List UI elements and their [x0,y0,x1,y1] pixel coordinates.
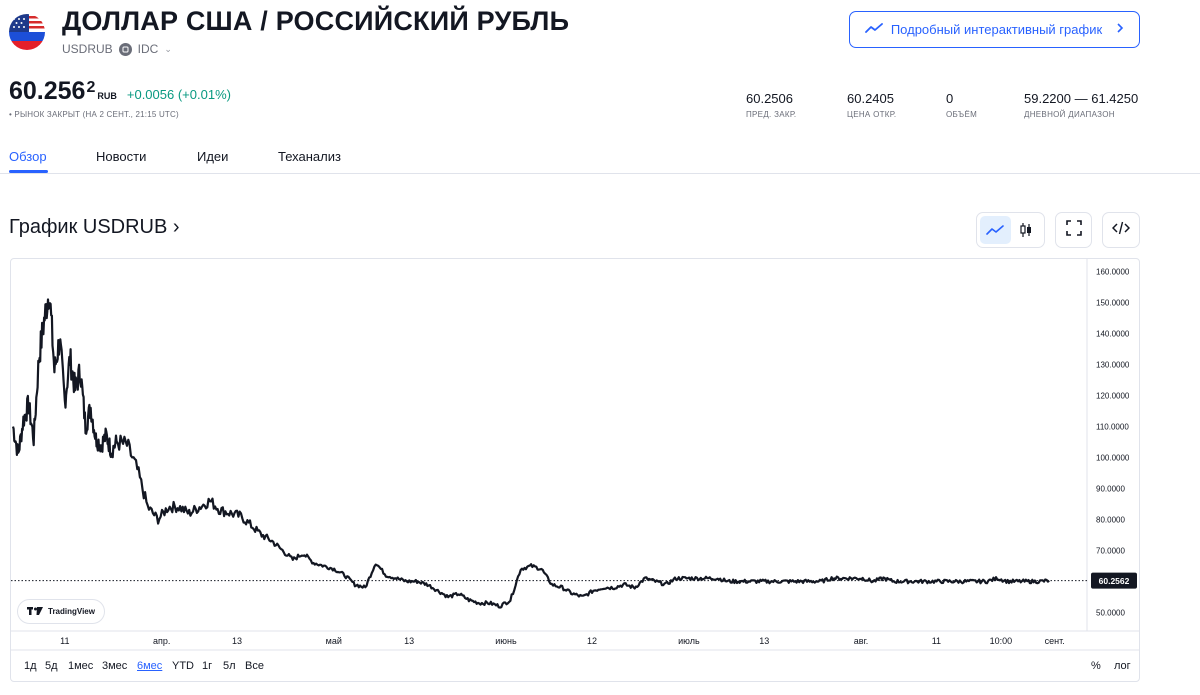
y-tick-label: 120.0000 [1096,391,1130,400]
tab-bar: Обзор Новости Идеи Теханализ [0,140,1200,174]
stat-day-range: 59.2200 — 61.4250 ДНЕВНОЙ ДИАПАЗОН [1024,91,1138,119]
x-tick-label: июль [678,636,700,646]
tab-news[interactable]: Новости [96,149,147,164]
x-tick-label: май [326,636,342,646]
y-tick-label: 80.0000 [1096,515,1125,524]
y-tick-label: 130.0000 [1096,360,1130,369]
chevron-right-icon [1116,22,1124,37]
embed-button[interactable] [1102,212,1140,248]
y-tick-label: 70.0000 [1096,546,1125,555]
stat-volume: 0 ОБЪЁМ [946,91,977,119]
chart-style-toggle [976,212,1045,248]
x-tick-label: сент. [1045,636,1065,646]
tradingview-badge[interactable]: TradingView [17,599,105,624]
symbol-line: USDRUB IDC ⌄ [62,42,172,56]
range-6m[interactable]: 6мес [137,660,163,672]
tradingview-logo-icon [27,606,43,618]
range-3m[interactable]: 3мес [102,660,128,672]
stat-value: 59.2200 — 61.4250 [1024,91,1139,106]
stat-value: 60.2506 [746,91,793,106]
embed-code-icon [1111,221,1131,240]
y-tick-label: 50.0000 [1096,608,1125,617]
price-currency: RUB [97,91,117,101]
candlestick-icon[interactable] [1011,216,1042,244]
range-ytd[interactable]: YTD [172,660,194,672]
y-tick-label: 160.0000 [1096,267,1130,276]
detailed-chart-label: Подробный интерактивный график [890,22,1103,37]
range-1y[interactable]: 1г [202,660,213,672]
x-tick-label: июнь [495,636,517,646]
x-tick-label: 12 [587,636,597,646]
price-change: +0.0056 (+0.01%) [126,87,231,102]
price-series-line [11,298,1050,609]
stat-value: 0 [946,91,954,106]
range-all[interactable]: Все [245,660,264,672]
x-tick-label: 11 [932,636,941,646]
range-5y[interactable]: 5л [223,660,236,672]
trend-line-icon [864,22,883,37]
exchange-icon [118,42,132,56]
x-tick-label: 11 [60,636,69,646]
chevron-down-icon[interactable]: ⌄ [164,43,172,54]
x-tick-label: 10:00 [990,636,1013,646]
range-1m[interactable]: 1мес [68,660,94,672]
tradingview-label: TradingView [48,607,95,616]
x-tick-label: 13 [404,636,414,646]
price-value: 60.256 [9,77,86,105]
chart-container[interactable]: 160.0000 150.0000 140.0000 130.0000 120.0000… [10,258,1140,682]
range-5d[interactable]: 5д [45,660,58,672]
tab-ideas[interactable]: Идеи [197,149,229,164]
y-tick-label: 110.0000 [1096,422,1129,431]
last-price-value: 60.2562 [1099,576,1130,586]
price-block: 60.256 2 RUB +0.0056 (+0.01%) [9,77,231,106]
stat-prev-close: 60.2506 ПРЕД. ЗАКР. [746,91,796,119]
price-last-digit: 2 [86,79,96,96]
last-price-badge: 60.2562 [1091,572,1137,589]
price-chart[interactable]: 160.0000 150.0000 140.0000 130.0000 120.0000… [11,259,1140,682]
fullscreen-icon [1065,219,1082,241]
active-tab-indicator [9,170,48,173]
detailed-chart-button[interactable]: Подробный интерактивный график [849,11,1140,48]
market-status: • РЫНОК ЗАКРЫТ (НА 2 СЕНТ., 21:15 UTC) [9,110,179,119]
stat-open: 60.2405 ЦЕНА ОТКР. [847,91,896,119]
stat-label: ОБЪЁМ [946,110,978,119]
stat-label: ДНЕВНОЙ ДИАПАЗОН [1024,110,1115,119]
x-tick-label: 13 [232,636,242,646]
stat-value: 60.2405 [847,91,894,106]
log-scale-toggle[interactable]: лог [1114,660,1131,672]
stat-label: ПРЕД. ЗАКР. [746,110,797,119]
fullscreen-button[interactable] [1055,212,1092,248]
tab-technicals[interactable]: Теханализ [278,149,341,164]
chart-section-title[interactable]: График USDRUB › [9,216,180,238]
stat-label: ЦЕНА ОТКР. [847,110,897,119]
tab-overview[interactable]: Обзор [9,149,47,164]
exchange-label[interactable]: IDC [137,42,159,56]
x-tick-label: 13 [759,636,769,646]
page-title: ДОЛЛАР США / РОССИЙСКИЙ РУБЛЬ [62,6,570,36]
range-1d[interactable]: 1д [24,660,37,672]
y-tick-label: 90.0000 [1096,484,1125,493]
line-chart-icon[interactable] [980,216,1011,244]
x-tick-label: авг. [854,636,868,646]
us-ru-flag-icon [9,14,45,50]
y-tick-label: 100.0000 [1096,453,1130,462]
y-tick-label: 150.0000 [1096,298,1130,307]
percent-scale-toggle[interactable]: % [1091,660,1101,672]
y-tick-label: 140.0000 [1096,329,1130,338]
symbol-label: USDRUB [62,42,113,56]
x-tick-label: апр. [153,636,170,646]
